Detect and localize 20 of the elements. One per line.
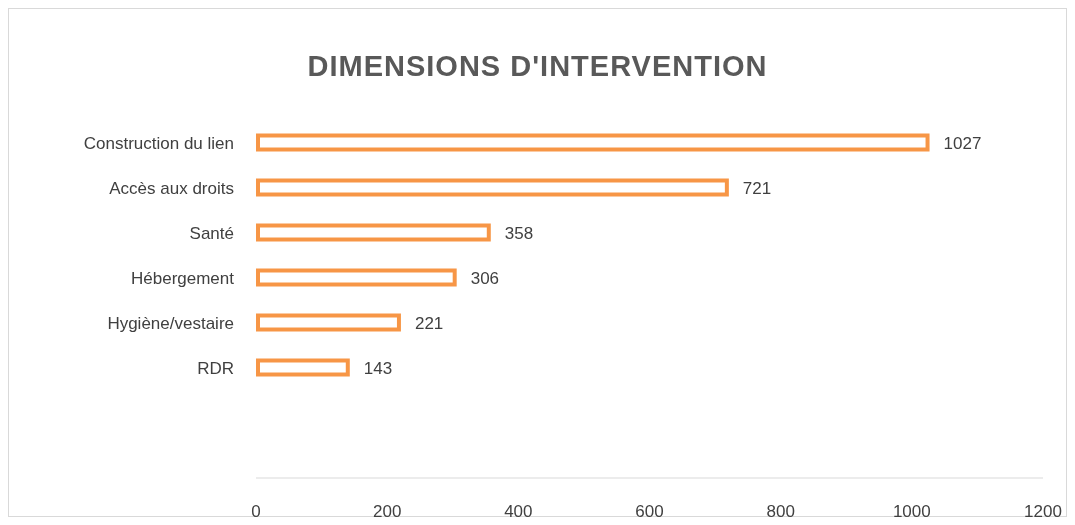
x-tick-label: 600: [635, 502, 664, 521]
y-tick-label: RDR: [197, 358, 234, 378]
data-label: 221: [414, 313, 444, 333]
chart-title: DIMENSIONS D'INTERVENTION: [307, 50, 768, 82]
data-label: 358: [504, 223, 534, 243]
data-label: 721: [742, 178, 772, 198]
x-tick-label: 800: [766, 502, 795, 521]
y-tick-label: Hébergement: [130, 268, 235, 288]
data-label: 143: [363, 358, 393, 378]
x-tick-label: 0: [251, 502, 261, 521]
x-tick-label: 1000: [892, 502, 931, 521]
y-tick-label: Accès aux droits: [109, 178, 234, 198]
x-tick-label: 400: [504, 502, 533, 521]
x-tick-label: 200: [372, 502, 402, 521]
x-tick-label: 1200: [1024, 502, 1062, 521]
data-label: 1027: [943, 133, 982, 153]
y-tick-label: Hygiène/vestaire: [107, 313, 234, 333]
y-tick-label: Construction du lien: [83, 133, 234, 153]
y-tick-label: Santé: [189, 223, 234, 243]
data-label: 306: [470, 268, 500, 288]
